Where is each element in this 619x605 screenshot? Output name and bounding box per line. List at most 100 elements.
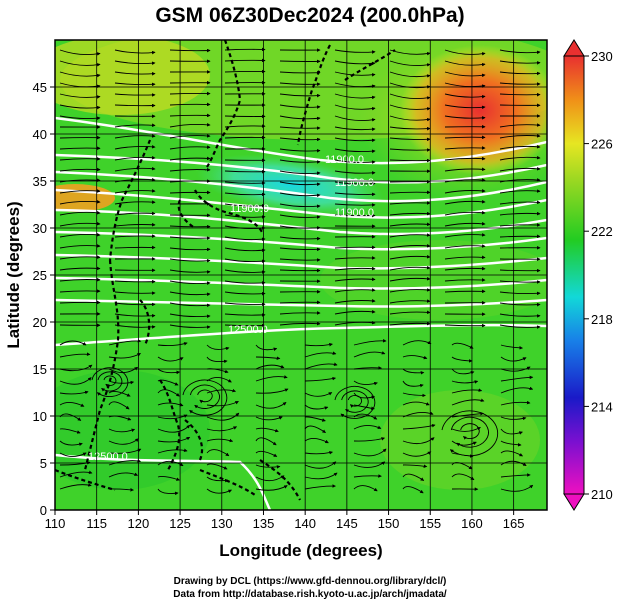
streamline	[334, 126, 376, 132]
streamline	[169, 134, 211, 139]
warm-maximum	[400, 45, 547, 175]
streamline	[353, 351, 386, 358]
streamline	[114, 234, 156, 238]
colorbar-lower-arrow	[563, 493, 585, 511]
streamline	[389, 115, 431, 122]
streamline	[444, 49, 486, 56]
streamline	[114, 155, 156, 161]
x-tick-label: 110	[45, 516, 66, 531]
x-tick-label: 145	[336, 516, 358, 531]
cold-jet-core	[195, 154, 385, 216]
streamline	[499, 280, 541, 284]
streamline	[389, 244, 431, 249]
streamline	[224, 69, 266, 74]
streamline	[279, 104, 321, 109]
streamline	[389, 201, 431, 205]
streamline	[157, 368, 181, 375]
streamline	[353, 392, 376, 400]
streamline	[334, 192, 376, 197]
streamline	[402, 340, 432, 346]
streamline	[255, 485, 288, 491]
streamline	[334, 82, 376, 88]
streamline	[304, 342, 333, 347]
streamline	[279, 321, 321, 326]
streamline	[334, 71, 376, 77]
streamline	[108, 438, 139, 445]
streamline	[59, 440, 83, 447]
streamline	[444, 82, 486, 88]
streamline	[389, 158, 431, 163]
streamline	[444, 156, 486, 161]
streamline	[279, 70, 321, 75]
streamline	[389, 233, 431, 238]
grid-lines	[55, 40, 547, 510]
streamline	[402, 401, 430, 406]
streamline	[224, 269, 266, 274]
streamline	[255, 401, 287, 409]
streamline	[347, 395, 362, 408]
chart-title: GSM 06Z30Dec2024 (200.0hPa)	[155, 4, 464, 27]
streamline	[389, 71, 431, 78]
streamline	[304, 484, 336, 490]
streamline	[444, 233, 486, 238]
streamline	[334, 288, 376, 293]
streamline	[402, 423, 436, 430]
streamline	[499, 123, 541, 128]
streamline	[279, 126, 321, 130]
streamline	[97, 371, 123, 392]
streamline	[169, 302, 211, 308]
streamline	[224, 181, 266, 185]
streamline	[444, 167, 486, 172]
streamline	[169, 236, 211, 240]
streamline	[444, 189, 486, 194]
streamline	[444, 115, 486, 120]
streamline	[389, 222, 431, 227]
height-contours	[55, 116, 547, 510]
streamline	[389, 276, 431, 282]
streamline	[500, 375, 534, 382]
y-tick-label: 15	[33, 362, 47, 377]
colorbar: 230 226 222 218 214 210	[563, 39, 613, 511]
streamline	[279, 214, 321, 219]
streamline	[499, 302, 541, 307]
streamline	[157, 424, 191, 433]
streamline	[114, 211, 156, 216]
streamline	[255, 416, 283, 421]
streamline	[224, 247, 266, 253]
x-tick-label: 155	[419, 516, 441, 531]
streamline	[500, 386, 534, 394]
streamline	[206, 488, 232, 494]
streamline	[224, 280, 266, 285]
streamline	[206, 344, 230, 351]
colorbar-label: 222	[591, 224, 613, 239]
streamline	[169, 167, 211, 172]
streamline	[499, 155, 541, 161]
streamline	[157, 436, 191, 443]
streamline	[114, 302, 156, 307]
streamline	[169, 280, 211, 285]
streamline	[59, 470, 93, 478]
streamline	[444, 278, 486, 282]
streamline	[444, 146, 486, 150]
streamline	[402, 392, 426, 398]
streamline	[389, 310, 431, 315]
streamline	[444, 135, 486, 140]
streamline	[114, 313, 156, 318]
x-tick-label: 150	[378, 516, 400, 531]
streamline	[224, 236, 266, 242]
coastlines	[55, 40, 396, 501]
streamline	[334, 137, 376, 143]
streamline	[353, 474, 382, 478]
streamline	[279, 268, 321, 273]
streamline	[255, 475, 285, 482]
streamline	[224, 58, 266, 63]
streamline	[304, 472, 338, 480]
streamline	[279, 258, 321, 262]
streamline	[304, 425, 326, 434]
streamline	[389, 190, 431, 195]
streamline	[279, 181, 321, 187]
streamline	[334, 245, 376, 250]
streamline	[500, 473, 531, 478]
streamline	[114, 49, 156, 55]
y-tick-label: 35	[33, 174, 47, 189]
